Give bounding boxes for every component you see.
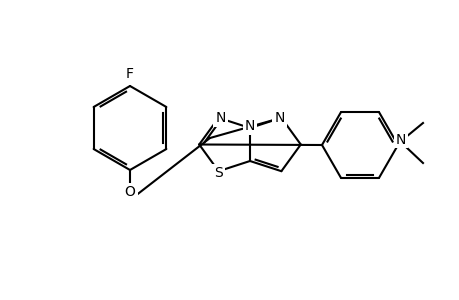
Text: N: N — [274, 111, 284, 125]
Text: F: F — [126, 67, 134, 81]
Text: O: O — [124, 185, 135, 199]
Text: N: N — [215, 111, 225, 125]
Text: S: S — [214, 166, 223, 180]
Text: N: N — [244, 119, 255, 133]
Text: N: N — [395, 133, 405, 147]
Text: O: O — [124, 185, 135, 199]
